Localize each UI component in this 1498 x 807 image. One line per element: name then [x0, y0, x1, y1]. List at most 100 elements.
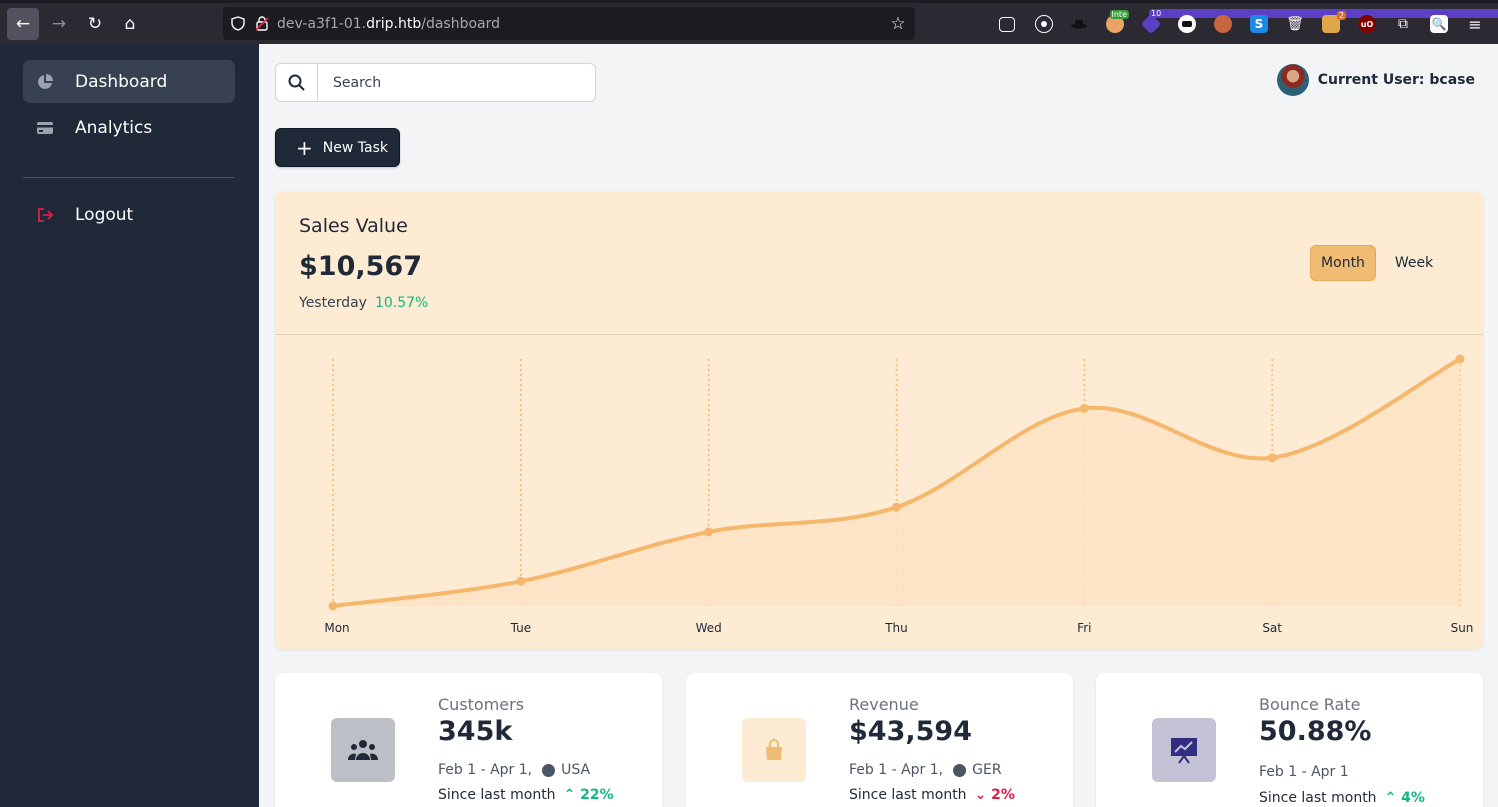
stat-meta: Feb 1 - Apr 1 — [1259, 764, 1349, 780]
stat-trend-value: 4% — [1401, 790, 1425, 806]
chart-points — [328, 354, 1465, 611]
chart-point — [516, 576, 526, 586]
stat-meta: Feb 1 - Apr 1, USA — [438, 762, 590, 778]
sales-title: Sales Value — [299, 215, 408, 237]
chart-point — [1267, 453, 1277, 463]
cookie-icon[interactable] — [1214, 15, 1232, 33]
insecure-lock-icon[interactable] — [253, 15, 271, 33]
month-toggle-button[interactable]: Month — [1310, 245, 1376, 281]
credit-card-icon — [36, 119, 54, 137]
stat-range: Feb 1 - Apr 1, — [438, 762, 533, 778]
search-box — [275, 63, 596, 102]
stat-card-customers: Customers 345k Feb 1 - Apr 1, USA Since … — [275, 673, 662, 807]
back-icon[interactable]: ← — [7, 8, 39, 40]
sidebar-divider — [23, 177, 235, 178]
url-path: /dashboard — [421, 15, 501, 32]
sidebar-item-label: Logout — [75, 204, 134, 225]
chart-x-tick-label: Mon — [324, 621, 349, 635]
stat-value: 50.88% — [1259, 716, 1372, 747]
reload-icon[interactable]: ↻ — [87, 14, 103, 34]
chart-x-tick-label: Wed — [696, 621, 722, 635]
current-user[interactable]: Current User: bcase — [1276, 64, 1475, 96]
trend-down-icon: ⌄ — [974, 787, 992, 803]
trend-up-icon: ⌃ — [1384, 790, 1402, 806]
stat-range: Feb 1 - Apr 1, — [849, 762, 944, 778]
hat-icon[interactable] — [1070, 15, 1088, 33]
avatar[interactable] — [1276, 64, 1309, 96]
stat-trend-label: Since last month — [438, 787, 556, 803]
stat-card-bounce-rate: Bounce Rate 50.88% Feb 1 - Apr 1 Since l… — [1096, 673, 1483, 807]
wappalyzer-badge: Inte — [1109, 10, 1129, 19]
stat-trend: Since last month ⌃ 4% — [1259, 790, 1425, 806]
current-user-label: Current User: bcase — [1317, 72, 1475, 88]
chart-x-tick-label: Thu — [884, 621, 908, 635]
sidebar-item-analytics[interactable]: Analytics — [23, 106, 235, 149]
browser-toolbar: ← → ↻ ⌂ dev-a3f1-01.drip.htb/dashboard ☆… — [0, 0, 1498, 44]
extensions-icon[interactable]: ⧉ — [1398, 16, 1408, 32]
chart-x-tick-label: Tue — [510, 621, 532, 635]
new-task-button[interactable]: + New Task — [275, 128, 400, 167]
sales-value-card: Sales Value $10,567 Yesterday 10.57% Mont… — [275, 191, 1483, 649]
sidebar-item-label: Dashboard — [75, 71, 168, 92]
stat-trend-value: 22% — [580, 787, 614, 803]
sales-divider — [275, 334, 1483, 335]
shield-icon[interactable] — [229, 15, 247, 33]
bookmark-star-icon[interactable]: ☆ — [890, 13, 906, 34]
s-extension-icon[interactable]: S — [1250, 15, 1268, 33]
stat-region: GER — [972, 762, 1002, 778]
sales-sub-label: Yesterday — [299, 295, 367, 311]
logout-icon — [36, 206, 54, 224]
chart-area-fill — [333, 359, 1460, 606]
search-extension-icon[interactable]: 🔍 — [1430, 15, 1448, 33]
sidebar-item-dashboard[interactable]: Dashboard — [23, 60, 235, 103]
sales-sub: Yesterday 10.57% — [299, 295, 428, 311]
url-text: dev-a3f1-01.drip.htb/dashboard — [277, 16, 500, 32]
home-icon[interactable]: ⌂ — [124, 14, 136, 34]
url-domain: drip.htb — [366, 15, 422, 32]
stat-region: USA — [561, 762, 591, 778]
account-icon[interactable] — [1035, 15, 1053, 33]
chart-point — [704, 527, 714, 537]
foxy-badge: 2 — [1336, 11, 1346, 20]
week-toggle-button[interactable]: Week — [1394, 255, 1434, 271]
sidebar-item-label: Analytics — [75, 117, 153, 138]
shopping-bag-icon — [742, 718, 806, 782]
address-bar[interactable]: dev-a3f1-01.drip.htb/dashboard ☆ — [223, 7, 915, 40]
stat-value: $43,594 — [849, 716, 972, 747]
chart-x-tick-label: Fri — [1077, 621, 1091, 635]
stat-trend-value: 2% — [991, 787, 1015, 803]
sales-value: $10,567 — [299, 251, 422, 282]
sales-change: 10.57% — [374, 295, 429, 311]
presentation-chart-icon — [1152, 718, 1216, 782]
stat-trend: Since last month ⌄ 2% — [849, 787, 1015, 803]
trend-up-icon: ⌃ — [563, 787, 581, 803]
search-input[interactable] — [318, 64, 595, 101]
chart-point — [1079, 403, 1089, 413]
url-prefix: dev-a3f1-01. — [277, 15, 367, 32]
stat-trend-label: Since last month — [849, 787, 967, 803]
chart-x-tick-label: Sat — [1262, 621, 1282, 635]
sidebar-item-logout[interactable]: Logout — [23, 193, 235, 236]
pocket-icon[interactable] — [999, 17, 1015, 32]
mask-icon[interactable] — [1178, 15, 1196, 33]
users-icon — [331, 718, 395, 782]
trash-icon[interactable]: 🗑 — [1286, 16, 1304, 32]
foxy-icon[interactable]: 2 — [1322, 11, 1346, 33]
stat-title: Customers — [438, 695, 525, 714]
globe-icon — [953, 763, 967, 777]
menu-icon[interactable]: ≡ — [1468, 14, 1482, 34]
purple-extension-badge: 10 — [1149, 9, 1498, 18]
search-icon[interactable] — [276, 64, 318, 101]
stat-title: Bounce Rate — [1259, 695, 1361, 714]
forward-icon[interactable]: → — [51, 14, 67, 34]
wappalyzer-icon[interactable]: Inte — [1106, 10, 1129, 33]
stat-range: Feb 1 - Apr 1 — [1259, 764, 1349, 780]
chart-x-labels: Mon Tue Wed Thu Fri Sat Sun — [324, 621, 1473, 635]
chart-x-tick-label: Sun — [1451, 621, 1474, 635]
stat-title: Revenue — [849, 695, 919, 714]
pie-chart-icon — [36, 73, 54, 91]
chart-point — [1455, 354, 1465, 364]
ublock-icon[interactable]: uO — [1358, 15, 1376, 33]
chart-point — [328, 601, 338, 611]
sidebar: Dashboard Analytics Logout — [0, 44, 259, 807]
